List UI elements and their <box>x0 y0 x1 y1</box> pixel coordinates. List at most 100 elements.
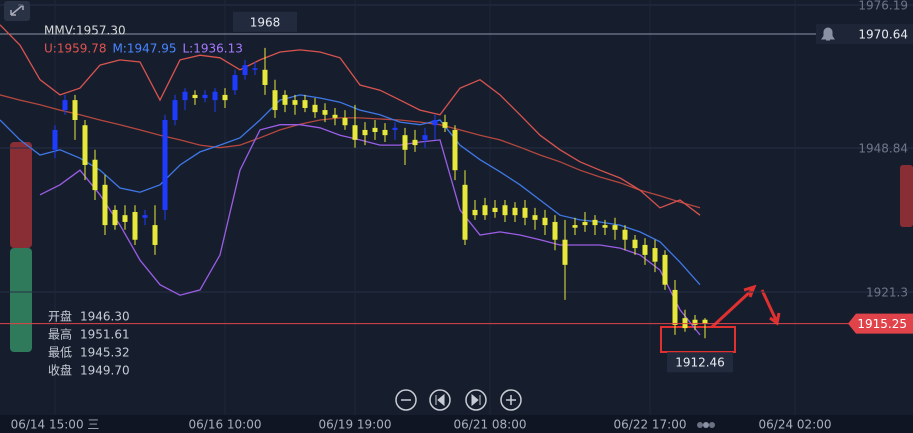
candle-body <box>472 209 478 216</box>
candle-body <box>552 221 558 240</box>
candle-body <box>692 319 698 325</box>
info-value: 1946.30 <box>80 310 130 324</box>
candle-body <box>172 100 178 120</box>
candle-body <box>572 225 578 228</box>
candle-body <box>562 239 568 265</box>
candle-body <box>672 289 678 325</box>
candle-body <box>512 207 518 216</box>
x-tick-label: 06/22 17:00 <box>614 418 687 432</box>
candle-body <box>92 159 98 191</box>
candle-body <box>642 244 648 255</box>
highlight-box <box>660 284 781 353</box>
candle-body <box>502 205 508 216</box>
candle-body <box>402 135 408 150</box>
candle-body <box>162 119 168 210</box>
candle-body <box>442 122 448 128</box>
indicator-line <box>0 24 701 216</box>
legend-entry: M:1947.95 <box>112 42 176 56</box>
candle-body <box>62 100 68 111</box>
high-label: 1968 <box>250 15 281 29</box>
y-tick-label: 1948.84 <box>858 142 908 156</box>
info-value: 1951.61 <box>80 328 130 342</box>
candle-body <box>612 225 618 230</box>
info-label: 最低 <box>48 346 72 360</box>
candle-body <box>682 318 688 329</box>
candle-body <box>702 319 708 324</box>
candle-body <box>212 91 218 101</box>
candle-body <box>602 225 608 228</box>
low-label: 1912.46 <box>675 356 725 370</box>
info-value: 1949.70 <box>80 364 130 378</box>
candle-body <box>142 215 148 218</box>
candle-body <box>592 219 598 226</box>
low-tag <box>667 352 733 373</box>
candle-body <box>232 75 238 91</box>
candle-body <box>242 65 248 76</box>
candle-body <box>122 215 128 222</box>
bell-icon <box>821 27 835 41</box>
candle-body <box>342 117 348 126</box>
nav-buttons[interactable] <box>395 389 522 411</box>
y-tick-label: 1976.19 <box>858 0 908 13</box>
candle-body <box>282 94 288 105</box>
candle-body <box>392 127 398 130</box>
x-tick-label: 06/14 15:00 三 <box>11 418 100 432</box>
candle-body <box>302 100 308 108</box>
high-tag <box>233 11 297 32</box>
candle-body <box>222 94 228 101</box>
candle-body <box>632 239 638 249</box>
candle-body <box>622 229 628 240</box>
candle-body <box>482 205 488 216</box>
candle-body <box>312 104 318 113</box>
candle-body <box>662 254 668 285</box>
candle-body <box>532 215 538 220</box>
candle-body <box>412 139 418 146</box>
info-value: 1945.32 <box>80 346 130 360</box>
candle-body <box>372 127 378 133</box>
candle-body <box>322 110 328 115</box>
candle-body <box>522 207 528 218</box>
legend-entry: MMV:1957.30 <box>44 24 126 38</box>
candle-body <box>492 207 498 213</box>
candle-body <box>192 94 198 99</box>
candle-body <box>452 129 458 171</box>
candle-body <box>432 119 438 126</box>
x-tick-label: 06/24 02:00 <box>759 418 832 432</box>
sidebar <box>10 142 913 352</box>
current-price: 1915.25 <box>857 317 907 331</box>
candle-body <box>182 91 188 101</box>
info-label: 最高 <box>48 327 72 342</box>
candle-body <box>462 184 468 240</box>
x-tick-label: 06/19 19:00 <box>319 418 392 432</box>
price-tag <box>848 313 913 334</box>
candle-body <box>352 125 358 140</box>
y-tick-label: 1921.3 <box>866 286 908 300</box>
candle-body <box>102 184 108 226</box>
candle-body <box>332 114 338 118</box>
candle-body <box>272 90 278 111</box>
candle-body <box>582 221 588 226</box>
indicator-line <box>0 94 701 209</box>
candle-body <box>382 129 388 136</box>
expand-icon[interactable] <box>4 1 30 21</box>
legend-entry: L:1936.13 <box>182 42 242 56</box>
alert-tag <box>816 24 913 45</box>
candle-body <box>652 248 658 262</box>
candle-body <box>112 209 118 226</box>
legend-entry: U:1959.78 <box>44 42 106 56</box>
candle-body <box>52 129 58 150</box>
x-tick-label: 06/16 10:00 <box>189 418 262 432</box>
x-axis-strip <box>0 415 913 433</box>
candle-body <box>542 217 548 226</box>
info-label: 收盘 <box>48 363 72 378</box>
candle-body <box>72 100 78 120</box>
scroll-dots <box>697 422 715 428</box>
candle-body <box>152 225 158 245</box>
x-tick-label: 06/21 08:00 <box>454 418 527 432</box>
candle-body <box>422 135 428 140</box>
candle-body <box>132 212 138 240</box>
candle-body <box>362 129 368 136</box>
